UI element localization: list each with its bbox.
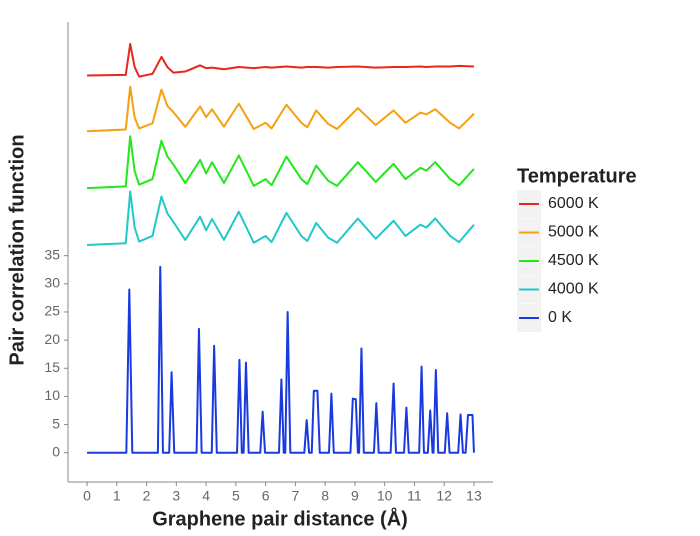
line bbox=[87, 135, 475, 190]
x-tick-label: 0 bbox=[83, 488, 91, 504]
x-tick-label: 10 bbox=[377, 488, 393, 504]
y-tick-label: 10 bbox=[44, 387, 60, 403]
x-tick-label: 1 bbox=[113, 488, 121, 504]
x-tick-label: 3 bbox=[172, 488, 180, 504]
line bbox=[87, 85, 475, 133]
x-tick-label: 8 bbox=[321, 488, 329, 504]
y-tick-label: 30 bbox=[44, 275, 60, 291]
legend-label: 6000 K bbox=[548, 195, 599, 212]
y-tick-label: 15 bbox=[44, 359, 60, 375]
legend-label: 0 K bbox=[548, 309, 572, 326]
x-axis-title: Graphene pair distance (Å) bbox=[152, 506, 408, 530]
x-tick-label: 4 bbox=[202, 488, 210, 504]
y-tick-label: 0 bbox=[52, 443, 60, 459]
x-tick-label: 9 bbox=[351, 488, 359, 504]
legend-label: 4500 K bbox=[548, 252, 599, 269]
x-tick-label: 13 bbox=[466, 488, 482, 504]
y-tick-label: 25 bbox=[44, 303, 60, 319]
x-tick-label: 5 bbox=[232, 488, 240, 504]
x-tick-label: 7 bbox=[291, 488, 299, 504]
y-tick-label: 20 bbox=[44, 331, 60, 347]
legend-label: 5000 K bbox=[548, 224, 599, 241]
line bbox=[87, 190, 475, 246]
line bbox=[87, 42, 474, 78]
legend-title: Temperature bbox=[517, 165, 637, 187]
legend-label: 4000 K bbox=[548, 281, 599, 298]
y-tick-label: 35 bbox=[44, 246, 60, 262]
x-tick-label: 11 bbox=[407, 488, 422, 504]
x-tick-label: 2 bbox=[143, 488, 151, 504]
y-tick-label: 5 bbox=[52, 415, 60, 431]
x-tick-label: 6 bbox=[262, 488, 270, 504]
y-axis-title: Pair correlation function bbox=[6, 134, 28, 365]
x-tick-label: 12 bbox=[436, 488, 452, 504]
line bbox=[87, 265, 475, 454]
